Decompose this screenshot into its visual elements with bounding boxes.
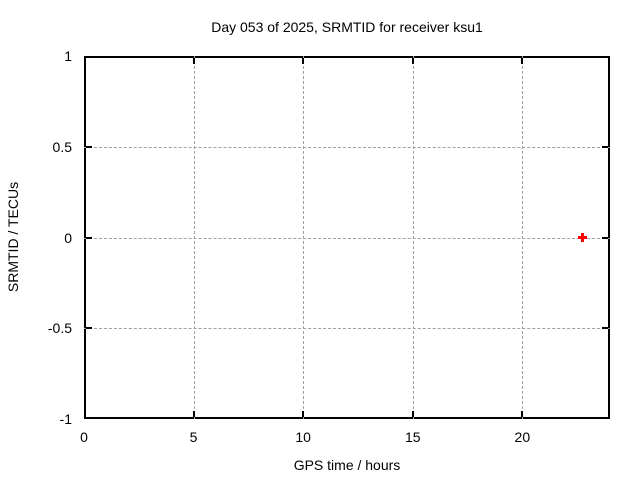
y-tick-label: 0.5 <box>52 138 72 155</box>
tick-mark <box>192 58 195 64</box>
tick-mark <box>521 58 524 64</box>
tick-mark <box>302 58 305 64</box>
tick-mark <box>86 145 92 148</box>
grid-line <box>84 237 610 239</box>
y-tick-label: 1 <box>64 48 72 64</box>
y-tick-label: -1 <box>59 411 72 427</box>
tick-mark <box>521 411 524 417</box>
x-tick-label: 15 <box>404 429 421 445</box>
grid-line <box>84 146 610 148</box>
chart-title: Day 053 of 2025, SRMTID for receiver ksu… <box>211 19 483 35</box>
x-tick-label: 5 <box>189 429 198 445</box>
x-tick-label: 0 <box>80 429 88 445</box>
y-tick-label: -0.5 <box>47 320 72 337</box>
tick-mark <box>192 411 195 417</box>
grid-line <box>84 328 610 330</box>
x-tick-label: 20 <box>514 429 531 445</box>
tick-mark <box>302 411 305 417</box>
tick-mark <box>602 327 608 330</box>
tick-mark <box>411 411 414 417</box>
data-point-marker <box>581 233 585 242</box>
y-tick-label: 0 <box>64 229 72 246</box>
x-axis-label: GPS time / hours <box>293 457 401 473</box>
tick-mark <box>411 58 414 64</box>
tick-mark <box>602 145 608 148</box>
tick-mark <box>86 327 92 330</box>
x-tick-label: 10 <box>295 429 311 445</box>
tick-mark <box>602 236 608 239</box>
tick-mark <box>86 236 92 239</box>
